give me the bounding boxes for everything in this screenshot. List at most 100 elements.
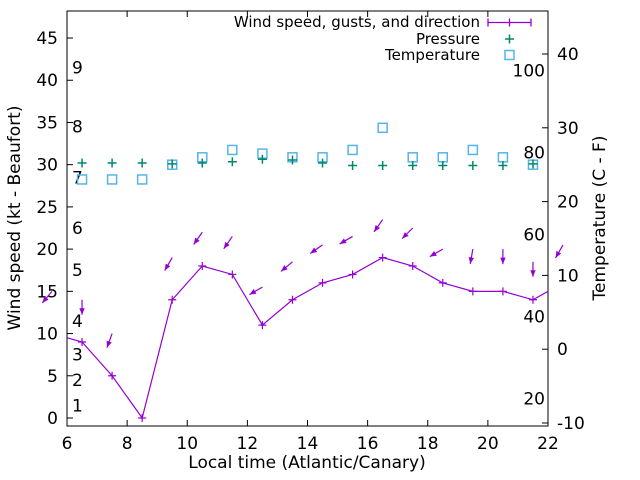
right-tick-label: 30	[557, 119, 579, 139]
pressure-point	[438, 161, 448, 171]
wind-speed-point	[528, 295, 537, 304]
pressure-point	[77, 158, 87, 168]
wind-speed-point	[258, 321, 267, 330]
temperature-point	[467, 144, 479, 156]
right-tick-label: 0	[557, 340, 568, 360]
gust-arrow-head	[223, 241, 230, 249]
beaufort-label: 4	[72, 312, 83, 332]
gust-arrow-head	[193, 237, 200, 245]
wind-speed-point	[78, 338, 87, 347]
pressure-point	[468, 161, 478, 171]
left-tick-label: 5	[47, 367, 58, 387]
x-tick-label: 8	[122, 434, 133, 454]
x-tick-label: 6	[62, 434, 73, 454]
wind-speed-point	[198, 262, 207, 271]
pressure-point	[167, 159, 177, 169]
x-tick-label: 22	[537, 434, 559, 454]
legend-label-temperature: Temperature	[384, 46, 480, 64]
beaufort-label: 8	[72, 118, 83, 138]
left-tick-label: 35	[36, 113, 58, 133]
temperature-point	[347, 144, 358, 156]
wind-speed-point	[168, 295, 177, 304]
x-tick-label: 14	[297, 434, 319, 454]
right-tick-label: 10	[557, 266, 579, 286]
pressure-point	[528, 159, 538, 169]
pressure-point	[227, 157, 237, 167]
wind-speed-point	[288, 295, 297, 304]
right-tick-label: -10	[557, 414, 585, 434]
x-tick-label: 18	[417, 434, 439, 454]
fahrenheit-label: 20	[523, 389, 545, 409]
gust-arrow-head	[79, 308, 85, 315]
wind-series-group	[67, 253, 548, 422]
wind-speed-point	[468, 287, 477, 296]
wind-speed-point	[318, 278, 327, 287]
chart-generated-layer: 6 8 10 12 14 16 18 20 22051015202530354045-10010…	[36, 10, 585, 454]
x-axis-title: Local time (Atlantic/Canary)	[188, 453, 425, 473]
fahrenheit-label: 80	[523, 143, 545, 163]
wind-speed-point	[108, 371, 117, 380]
temperature-point	[106, 174, 118, 185]
temperature-point	[497, 152, 509, 163]
left-tick-label: 10	[36, 325, 58, 345]
fahrenheit-label: 100	[513, 61, 545, 81]
gust-arrow-head	[42, 296, 49, 303]
pressure-point	[107, 158, 117, 168]
left-tick-label: 30	[36, 156, 58, 176]
wind-speed-line	[67, 256, 548, 420]
pressure-point	[408, 161, 418, 171]
x-tick-label: 20	[477, 434, 499, 454]
legend-temperature-marker	[504, 49, 515, 61]
temperature-point	[136, 174, 148, 185]
beaufort-label: 1	[72, 396, 83, 416]
gust-arrow-head	[500, 257, 506, 265]
pressure-point	[137, 158, 147, 168]
pressure-point	[287, 155, 297, 165]
right-axis-title: Temperature (C - F)	[590, 136, 610, 302]
gust-arrow-head	[249, 289, 257, 295]
legend-pressure-marker	[505, 34, 514, 44]
pressure-point	[378, 161, 388, 171]
temperature-point	[437, 152, 449, 163]
gust-arrow-head	[468, 257, 475, 264]
beaufort-label: 3	[72, 346, 83, 366]
left-tick-label: 0	[47, 409, 58, 429]
temperature-point	[76, 174, 88, 185]
gust-arrow-head	[310, 247, 318, 254]
beaufort-label: 5	[72, 261, 83, 281]
pressure-point	[197, 158, 207, 168]
x-tick-label: 12	[237, 434, 259, 454]
right-tick-label: 20	[557, 193, 579, 213]
wind-speed-point	[408, 262, 417, 271]
left-tick-label: 25	[36, 198, 58, 218]
wind-speed-point	[228, 270, 237, 279]
fahrenheit-label: 60	[523, 225, 545, 245]
pressure-point	[348, 161, 358, 171]
wind-speed-point	[378, 253, 387, 262]
left-tick-label: 15	[36, 282, 58, 302]
legend-label-wind: Wind speed, gusts, and direction	[234, 13, 480, 31]
left-tick-label: 45	[36, 29, 58, 49]
beaufort-label: 2	[72, 371, 83, 391]
pressure-point	[498, 161, 508, 171]
gust-arrow-head	[164, 263, 171, 271]
left-tick-label: 20	[36, 240, 58, 260]
beaufort-label: 9	[72, 59, 83, 79]
gust-arrow-head	[402, 232, 409, 239]
wind-speed-point	[438, 278, 447, 287]
right-tick-label: 40	[557, 45, 579, 65]
gust-arrow-head	[106, 340, 112, 348]
plot-border	[66, 10, 549, 427]
wind-speed-point	[348, 270, 357, 279]
fahrenheit-label: 40	[523, 307, 545, 327]
gust-arrow-head	[339, 238, 347, 244]
left-axis-title: Wind speed (kt - Beaufort)	[5, 106, 25, 331]
left-tick-label: 40	[36, 71, 58, 91]
temperature-point	[407, 152, 418, 163]
temperature-point	[227, 144, 238, 156]
gust-arrow-head	[374, 224, 380, 232]
gust-arrow-head	[429, 251, 437, 257]
pressure-point	[318, 158, 328, 168]
gust-arrow-head	[555, 250, 562, 258]
